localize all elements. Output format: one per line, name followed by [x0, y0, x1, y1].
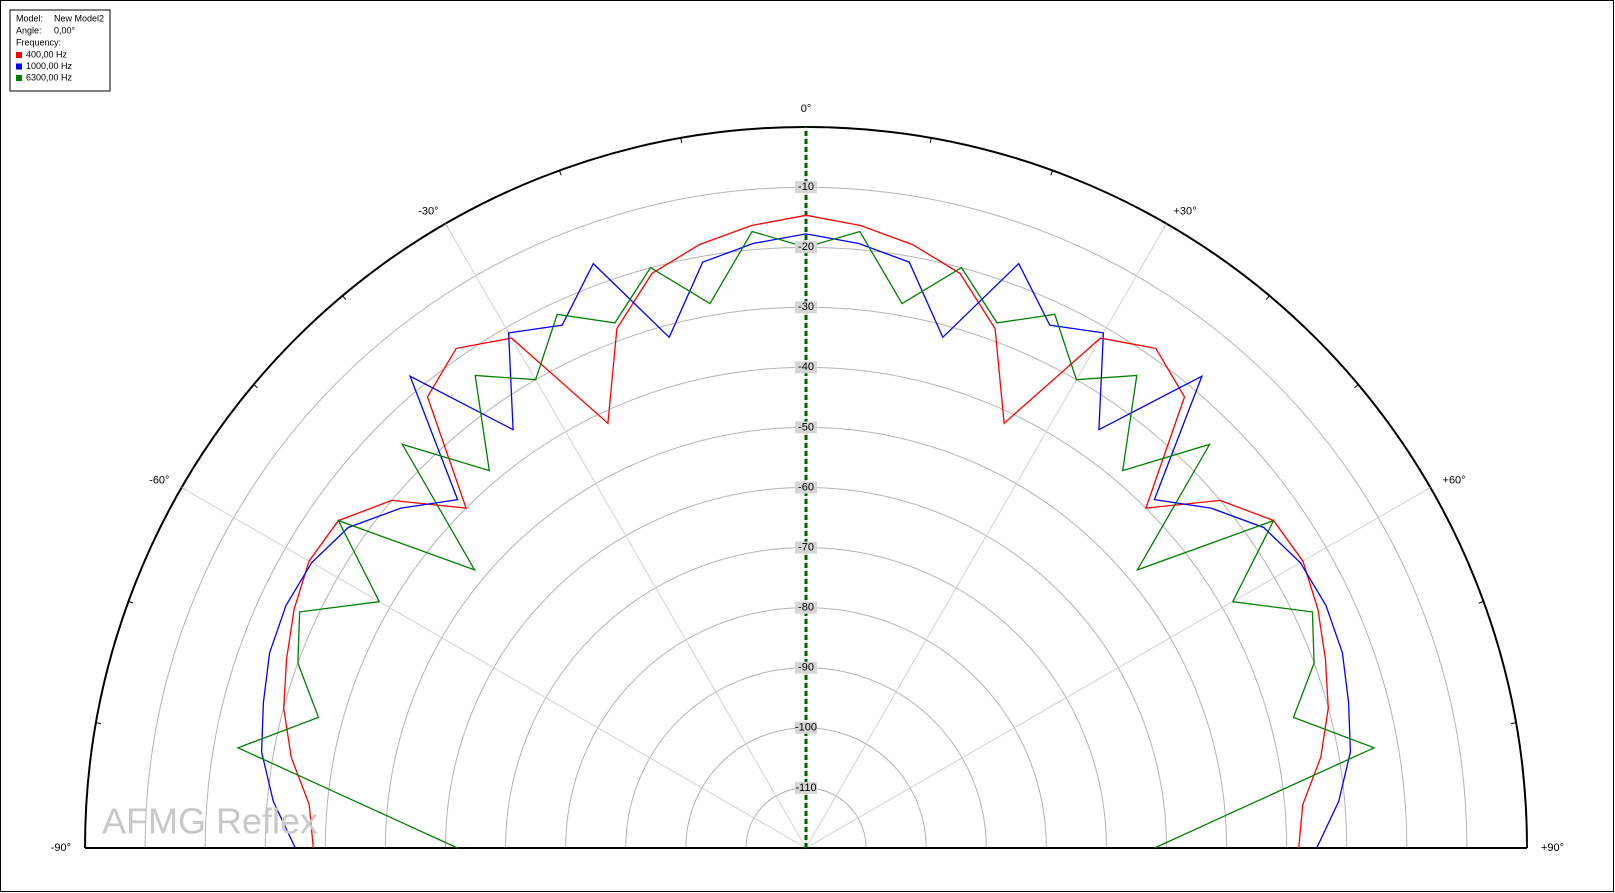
- r-tick-label-bg: [795, 241, 817, 254]
- r-tick-label: -30: [798, 301, 814, 313]
- legend-model: New Model2: [54, 13, 104, 23]
- outer-tick: [253, 384, 258, 389]
- r-tick-label-bg: [795, 721, 817, 734]
- legend-angle-label: Angle:: [16, 25, 42, 35]
- outer-tick: [1050, 170, 1054, 176]
- series-line: [260, 233, 1352, 849]
- r-tick-label: -110: [795, 782, 816, 794]
- spoke: [805, 223, 1167, 849]
- theta-tick-label: +30°: [1174, 205, 1197, 217]
- r-tick-label-bg: [795, 421, 817, 434]
- legend-frequency-label: Frequency:: [16, 37, 61, 47]
- legend-swatch: [16, 75, 22, 81]
- outer-tick: [1354, 384, 1359, 389]
- legend-model-label: Model:: [16, 13, 43, 23]
- outer-tick: [1478, 600, 1484, 604]
- r-tick-label-bg: [795, 301, 817, 314]
- outer-tick: [1511, 722, 1517, 725]
- spoke: [181, 487, 807, 849]
- theta-tick-label: -30°: [418, 205, 438, 217]
- theta-tick-label: -60°: [149, 474, 169, 486]
- r-tick-label-bg: [795, 781, 817, 794]
- outer-tick: [342, 295, 347, 300]
- legend-label: 1000,00 Hz: [26, 61, 73, 71]
- legend-label: 6300,00 Hz: [26, 72, 73, 82]
- legend-angle: 0,00°: [54, 25, 76, 35]
- outer-tick: [929, 137, 932, 143]
- spoke: [805, 487, 1431, 849]
- r-tick-label: -50: [798, 421, 814, 433]
- r-tick-label-bg: [795, 541, 817, 554]
- outer-tick: [95, 722, 101, 725]
- r-tick-label: -60: [798, 481, 814, 493]
- legend-swatch: [16, 63, 22, 70]
- theta-tick-label: -90°: [51, 842, 71, 854]
- r-tick-label: -80: [798, 602, 814, 614]
- theta-tick-label: +60°: [1443, 474, 1466, 486]
- outer-tick: [1265, 295, 1270, 300]
- r-tick-label-bg: [795, 481, 817, 494]
- legend-swatch: [16, 52, 22, 58]
- r-tick-label: -100: [795, 722, 817, 734]
- r-tick-label: -90: [798, 662, 814, 674]
- labels: -10 -20 -30 -40 -50 -60 -70 -80 -90 -100 -110 -90° -…: [51, 103, 1564, 854]
- r-tick-label-bg: [795, 361, 817, 374]
- theta-tick-label: 0°: [801, 103, 812, 115]
- outer-tick: [680, 137, 683, 143]
- r-tick-label-bg: [795, 661, 817, 674]
- legend-label: 400,00 Hz: [26, 49, 68, 59]
- r-tick-label: -10: [798, 181, 814, 193]
- r-tick-label: -40: [798, 361, 814, 373]
- spoke: [445, 223, 807, 849]
- r-tick-label: -20: [798, 241, 814, 253]
- r-tick-label-bg: [795, 181, 817, 194]
- watermark: AFMG Reflex: [102, 801, 318, 842]
- r-tick-label: -70: [798, 541, 814, 553]
- series-line: [283, 214, 1329, 849]
- legend-box: [9, 9, 111, 92]
- theta-tick-label: +90°: [1541, 842, 1564, 854]
- outer-tick: [128, 600, 134, 604]
- outer-tick: [558, 170, 562, 176]
- r-tick-label-bg: [795, 601, 817, 614]
